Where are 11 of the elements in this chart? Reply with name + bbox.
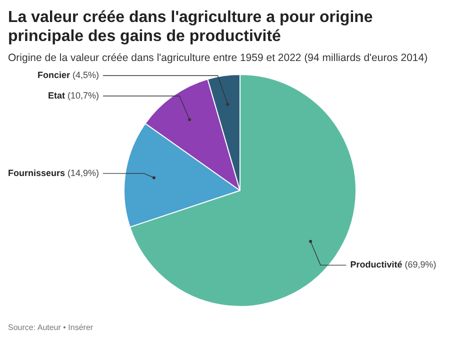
data-label: (4,5%) — [72, 70, 100, 80]
data-label: (10,7%) — [67, 90, 100, 100]
slice-label: Foncier — [37, 70, 70, 80]
slice-label: Fournisseurs — [8, 168, 65, 178]
data-label: (69,9%) — [404, 260, 436, 270]
slice-label: Etat — [48, 90, 65, 100]
source-note: Source: Auteur • Insérer — [8, 323, 94, 332]
chart-title: La valeur créée dans l'agriculture a pour origine principale des gains de productivité — [8, 8, 374, 46]
data-label: (14,9%) — [67, 168, 100, 178]
slice-label: Productivité — [350, 260, 402, 270]
chart-subtitle: Origine de la valeur créée dans l'agriculture entre 1959 et 2022 (94 milliards d'euros 2014) — [8, 52, 429, 64]
